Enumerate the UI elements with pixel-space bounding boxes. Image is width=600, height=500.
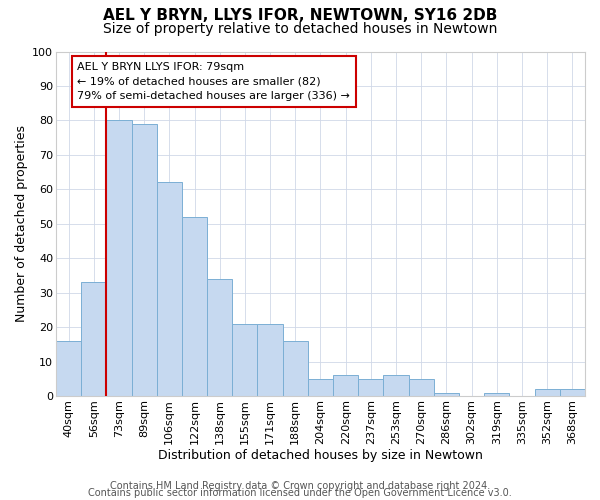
Bar <box>106 120 131 396</box>
Bar <box>257 324 283 396</box>
Text: Contains HM Land Registry data © Crown copyright and database right 2024.: Contains HM Land Registry data © Crown c… <box>110 481 490 491</box>
Bar <box>358 379 383 396</box>
Bar <box>207 279 232 396</box>
X-axis label: Distribution of detached houses by size in Newtown: Distribution of detached houses by size … <box>158 450 483 462</box>
Bar <box>157 182 182 396</box>
Bar <box>333 376 358 396</box>
Bar <box>232 324 257 396</box>
Text: Contains public sector information licensed under the Open Government Licence v3: Contains public sector information licen… <box>88 488 512 498</box>
Bar <box>484 392 509 396</box>
Bar <box>283 341 308 396</box>
Text: AEL Y BRYN LLYS IFOR: 79sqm
← 19% of detached houses are smaller (82)
79% of sem: AEL Y BRYN LLYS IFOR: 79sqm ← 19% of det… <box>77 62 350 102</box>
Text: Size of property relative to detached houses in Newtown: Size of property relative to detached ho… <box>103 22 497 36</box>
Text: AEL Y BRYN, LLYS IFOR, NEWTOWN, SY16 2DB: AEL Y BRYN, LLYS IFOR, NEWTOWN, SY16 2DB <box>103 8 497 22</box>
Bar <box>434 392 459 396</box>
Bar <box>182 217 207 396</box>
Bar <box>383 376 409 396</box>
Y-axis label: Number of detached properties: Number of detached properties <box>15 126 28 322</box>
Bar <box>308 379 333 396</box>
Bar <box>409 379 434 396</box>
Bar <box>81 282 106 396</box>
Bar <box>56 341 81 396</box>
Bar <box>131 124 157 396</box>
Bar <box>560 390 585 396</box>
Bar <box>535 390 560 396</box>
